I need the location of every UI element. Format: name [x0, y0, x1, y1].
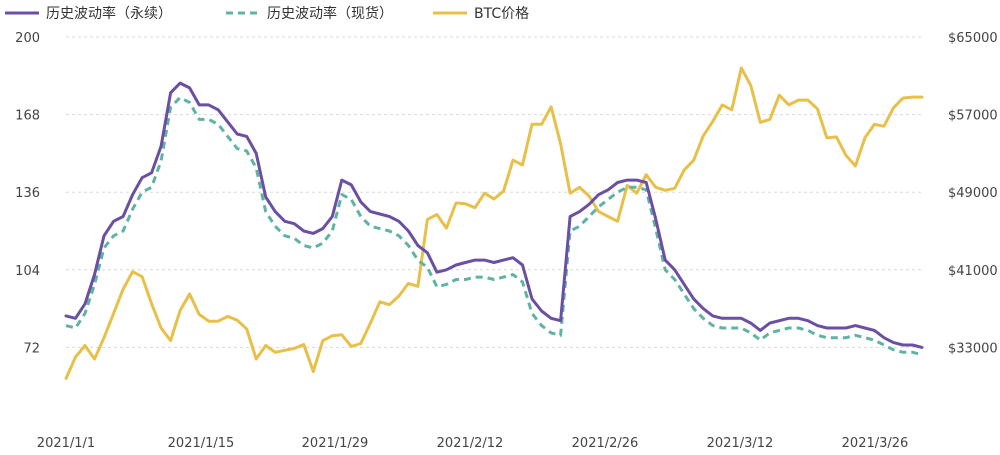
left-axis-tick-label: 200	[15, 31, 40, 46]
x-axis-tick-label: 2021/1/15	[168, 436, 235, 451]
right-axis-tick-label: $33000	[948, 341, 998, 356]
legend: 历史波动率（永续） 历史波动率（现货） BTC价格	[5, 5, 529, 22]
series-line-1	[65, 96, 923, 357]
x-axis-tick-label: 2021/3/12	[707, 436, 774, 451]
x-axis-tick-label: 2021/1/1	[37, 436, 95, 451]
right-axis-tick-label: $49000	[948, 186, 998, 201]
legend-label: BTC价格	[474, 6, 529, 22]
left-axis-tick-label: 168	[15, 109, 40, 124]
x-axis-ticks: 2021/1/1 2021/1/15 2021/1/29 2021/2/12 2021/…	[37, 436, 909, 451]
series-line-2	[64, 66, 924, 380]
legend-label: 历史波动率（永续）	[46, 5, 172, 22]
left-axis-tick-label: 72	[23, 341, 40, 356]
right-axis-tick-label: $57000	[948, 109, 998, 124]
gridlines	[66, 36, 922, 348]
x-axis-tick-label: 2021/1/29	[302, 436, 369, 451]
x-axis-tick-label: 2021/2/26	[572, 436, 639, 451]
right-axis-ticks: $65000 $57000 $49000 $41000 $33000	[948, 31, 998, 356]
x-axis-tick-label: 2021/3/26	[842, 436, 909, 451]
left-axis-ticks: 200 168 136 104 72	[15, 31, 40, 356]
left-axis-tick-label: 104	[15, 264, 40, 279]
right-axis-tick-label: $41000	[948, 264, 998, 279]
left-axis-tick-label: 136	[15, 186, 40, 201]
right-axis-tick-label: $65000	[948, 31, 998, 46]
legend-label: 历史波动率（现货）	[267, 5, 393, 22]
series-line-0	[64, 81, 924, 349]
x-axis-tick-label: 2021/2/12	[437, 436, 504, 451]
series-lines	[64, 66, 924, 380]
